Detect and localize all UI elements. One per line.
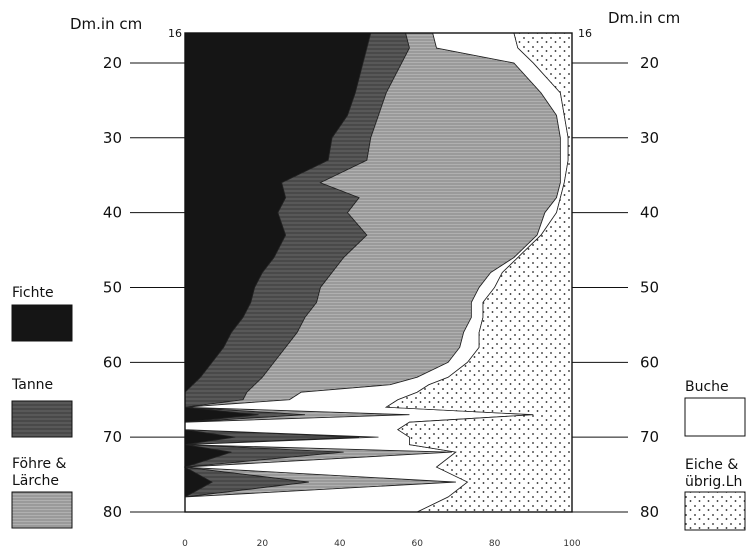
y-tick-label-left: 50	[103, 278, 122, 296]
y-tick-label-right: 70	[640, 428, 659, 446]
y-tick-label-right: 40	[640, 204, 659, 222]
y-tick-label-left: 20	[103, 54, 122, 72]
y-tick-label-left: 30	[103, 129, 122, 147]
legend-label-eiche-line1: Eiche &	[685, 457, 738, 473]
y-axis-title-left: Dm.in cm	[70, 15, 142, 33]
y-axis-ticks: 20 20 30 30 40 40 50 50 60 60 70 70 80 80	[103, 54, 659, 521]
top-16-label-left: 16	[168, 27, 182, 40]
x-tick-label: 100	[563, 539, 580, 548]
x-tick-label: 40	[334, 539, 346, 548]
x-tick-label: 0	[182, 539, 188, 548]
legend-label-fichte: Fichte	[12, 285, 54, 301]
legend-label-eiche-line2: übrig.Lh	[685, 474, 742, 490]
y-axis-title-right: Dm.in cm	[608, 9, 680, 27]
x-tick-label: 20	[257, 539, 269, 548]
legend-swatch-eiche	[684, 491, 746, 531]
legend-label-buche: Buche	[685, 379, 729, 395]
x-tick-label: 80	[489, 539, 501, 548]
y-tick-label-right: 60	[640, 353, 659, 371]
legend-label-tanne: Tanne	[11, 377, 53, 393]
y-tick-label-right: 30	[640, 129, 659, 147]
x-axis-ticks: 0 20 40 60 80 100	[182, 539, 581, 548]
legend: Fichte Tanne Föhre & Lärche Buche Eiche …	[11, 285, 746, 531]
y-tick-label-left: 60	[103, 353, 122, 371]
legend-swatch-tanne	[11, 400, 73, 438]
plot-area	[183, 32, 573, 513]
y-tick-label-left: 40	[103, 204, 122, 222]
y-tick-label-right: 50	[640, 278, 659, 296]
legend-swatch-foehre	[11, 491, 73, 529]
plot-frame	[184, 32, 573, 513]
y-tick-label-right: 80	[640, 503, 659, 521]
y-tick-label-right: 20	[640, 54, 659, 72]
legend-swatch-fichte	[11, 304, 73, 342]
legend-label-foehre-line2: Lärche	[12, 473, 59, 489]
y-tick-label-left: 80	[103, 503, 122, 521]
top-16-label-right: 16	[578, 27, 592, 40]
legend-swatch-buche	[684, 397, 746, 437]
legend-label-foehre-line1: Föhre &	[12, 456, 67, 472]
x-tick-label: 60	[411, 539, 423, 548]
y-tick-label-left: 70	[103, 428, 122, 446]
